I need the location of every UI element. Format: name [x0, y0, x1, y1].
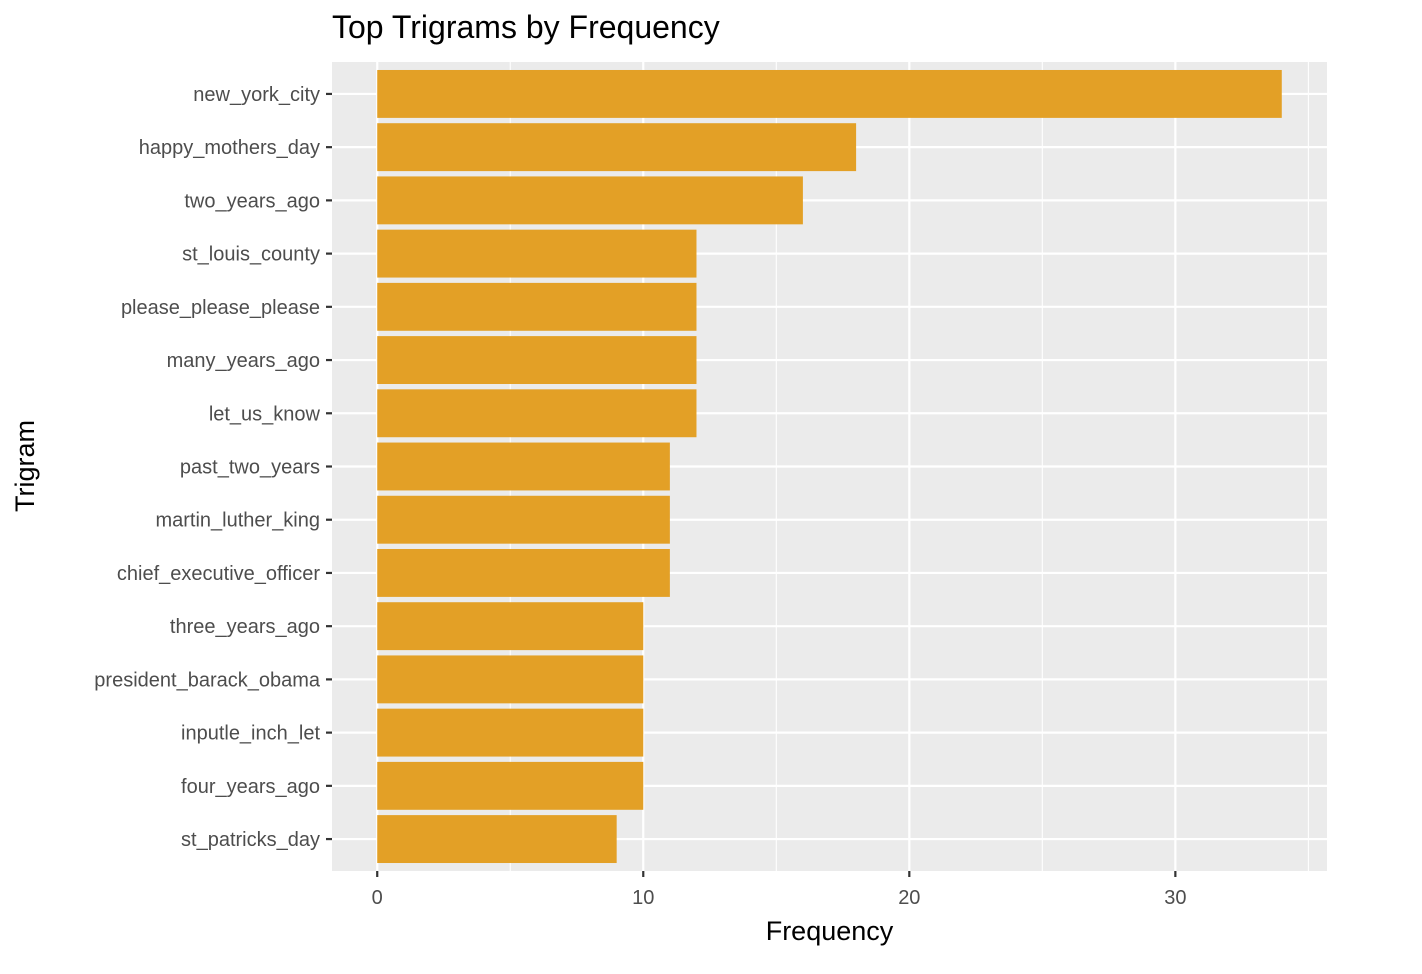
bar-happy-mothers-day: [377, 123, 857, 172]
y-tick-label: chief_executive_officer: [117, 563, 320, 585]
bar-let-us-know: [377, 389, 697, 438]
x-tick-label: 0: [372, 887, 383, 909]
y-tick-label: president_barack_obama: [94, 669, 321, 691]
bar-many-years-ago: [377, 336, 697, 385]
bar-please-please-please: [377, 282, 697, 331]
y-tick-label: please_please_please: [121, 297, 320, 319]
y-tick-label: many_years_ago: [167, 350, 320, 372]
y-tick-label: new_york_city: [193, 84, 320, 106]
y-tick-label: martin_luther_king: [155, 510, 320, 532]
x-tick-label: 10: [632, 887, 654, 909]
y-tick-label: st_patricks_day: [181, 829, 320, 851]
y-tick-label: four_years_ago: [181, 776, 320, 798]
bar-chief-executive-officer: [377, 548, 670, 597]
x-tick-label: 30: [1164, 887, 1186, 909]
x-axis-title: Frequency: [766, 916, 894, 946]
y-tick-label: happy_mothers_day: [139, 137, 320, 159]
y-axis-title: Trigram: [10, 420, 40, 512]
bar-two-years-ago: [377, 176, 803, 225]
bar-martin-luther-king: [377, 495, 670, 544]
bar-four-years-ago: [377, 761, 644, 810]
y-axis: new_york_city happy_mothers_day two_years_…: [94, 84, 332, 851]
y-tick-label: let_us_know: [209, 403, 321, 425]
y-tick-label: three_years_ago: [170, 616, 320, 638]
x-axis: 0 10 20 30: [372, 871, 1186, 909]
bar-inputle-inch-let: [377, 708, 644, 757]
bar-president-barack-obama: [377, 655, 644, 704]
x-tick-label: 20: [898, 887, 920, 909]
bar-three-years-ago: [377, 602, 644, 651]
y-tick-label: st_louis_county: [182, 244, 320, 266]
chart-title: Top Trigrams by Frequency: [332, 9, 720, 45]
bar-st-louis-county: [377, 229, 697, 278]
y-tick-label: past_two_years: [180, 457, 320, 479]
y-tick-label: two_years_ago: [184, 190, 320, 212]
bars: [377, 69, 1282, 864]
bar-new-york-city: [377, 69, 1282, 118]
bar-past-two-years: [377, 442, 670, 491]
y-tick-label: inputle_inch_let: [181, 723, 320, 745]
bar-st-patricks-day: [377, 815, 617, 864]
